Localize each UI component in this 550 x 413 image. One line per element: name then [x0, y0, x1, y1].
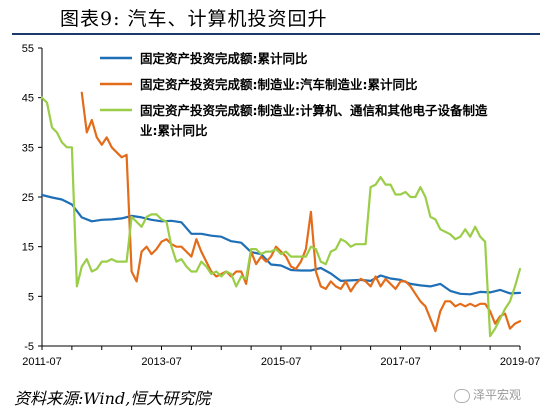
- x-tick-label: 2011-07: [22, 356, 62, 368]
- x-tick-label: 2017-07: [380, 356, 420, 368]
- source-note: 资料来源:Wind,恒大研究院: [14, 389, 211, 408]
- series-line-2: [80, 91, 522, 333]
- y-tick-label: 15: [22, 242, 34, 254]
- y-tick-label: 45: [22, 93, 34, 105]
- y-tick-label: -5: [24, 341, 34, 353]
- wechat-icon: [454, 388, 470, 403]
- watermark: 泽平宏观: [454, 386, 521, 403]
- legend-label-3: 业:累计同比: [140, 123, 208, 138]
- y-tick-label: 55: [22, 43, 34, 55]
- legend-label-2: 固定资产投资完成额:制造业:汽车制造业:累计同比: [140, 77, 418, 92]
- x-tick-label: 2015-07: [261, 356, 301, 368]
- chart-axes: -5 5 15 25 35 45 55 2011-07 2013-07 2015-07 2017-0…: [22, 43, 540, 368]
- y-tick-label: 25: [22, 192, 34, 204]
- chart-series: [40, 91, 522, 338]
- figure-title: 图表9: 汽车、计算机投资回升: [60, 8, 328, 30]
- x-tick-label: 2019-07: [500, 356, 540, 368]
- legend-label-1: 固定资产投资完成额:累计同比: [140, 51, 308, 66]
- y-tick-label: 5: [28, 291, 34, 303]
- watermark-label: 泽平宏观: [473, 388, 522, 402]
- title-divider: [12, 33, 540, 35]
- line-chart: -5 5 15 25 35 45 55 2011-07 2013-07 2015-07 2017-0…: [22, 43, 540, 368]
- series-line-1: [40, 193, 522, 296]
- y-tick-label: 35: [22, 142, 34, 154]
- legend-label-3: 固定资产投资完成额:制造业:计算机、通信和其他电子设备制造: [140, 103, 488, 118]
- figure-title-bar: 图表9: 汽车、计算机投资回升: [0, 0, 550, 35]
- series-line-3: [40, 96, 522, 338]
- x-tick-label: 2013-07: [141, 356, 181, 368]
- chart-legend: 固定资产投资完成额:累计同比固定资产投资完成额:制造业:汽车制造业:累计同比固定…: [100, 51, 488, 138]
